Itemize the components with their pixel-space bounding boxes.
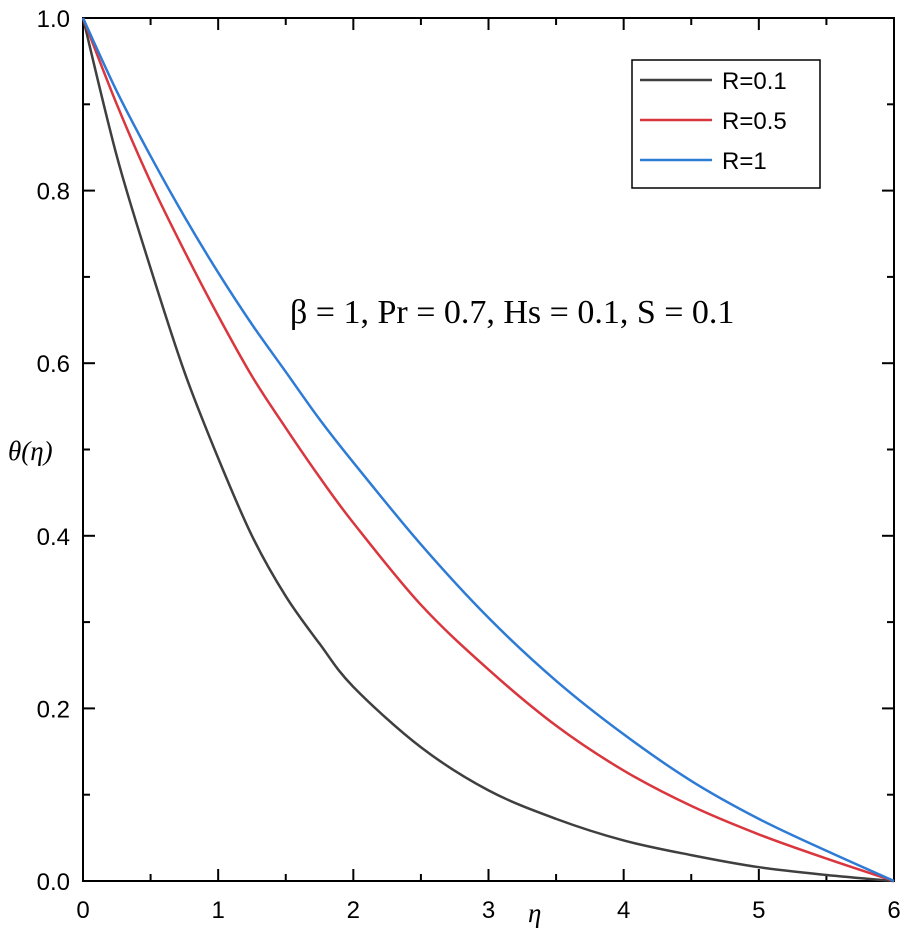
legend-label: R=0.5	[722, 108, 787, 135]
legend-label: R=1	[722, 148, 767, 175]
y-tick-label: 0.6	[37, 351, 70, 378]
series-line-r-1	[81, 17, 895, 883]
y-axis-label: θ(η)	[8, 436, 53, 466]
annotation-parameters: β = 1, Pr = 0.7, Hs = 0.1, S = 0.1	[290, 294, 734, 331]
x-axis-label: η	[528, 898, 541, 928]
y-tick-label: 0.8	[37, 179, 70, 206]
y-tick-label: 0.0	[37, 869, 70, 896]
x-tick-label: 5	[752, 897, 765, 924]
series-line-r-0-1	[81, 17, 895, 883]
tick-labels: 0 1 2 3 4 5 6 0.0 0.2 0.4 0.6 0.8 1.0	[37, 6, 901, 924]
legend: R=0.1 R=0.5 R=1	[631, 59, 821, 189]
x-tick-label: 2	[347, 897, 360, 924]
series-line-r-0-5	[81, 17, 895, 883]
x-tick-label: 1	[211, 897, 224, 924]
legend-entries: R=0.1 R=0.5 R=1	[640, 68, 787, 175]
legend-label: R=0.1	[722, 68, 787, 95]
x-tick-label: 0	[76, 897, 89, 924]
y-tick-label: 0.2	[37, 696, 70, 723]
x-tick-label: 6	[887, 897, 900, 924]
x-tick-label: 4	[617, 897, 630, 924]
axis-ticks	[82, 17, 895, 882]
series-lines	[81, 17, 895, 883]
x-tick-label: 3	[482, 897, 495, 924]
y-tick-label: 0.4	[37, 524, 70, 551]
y-tick-label: 1.0	[37, 6, 70, 33]
legend-box	[631, 59, 821, 189]
